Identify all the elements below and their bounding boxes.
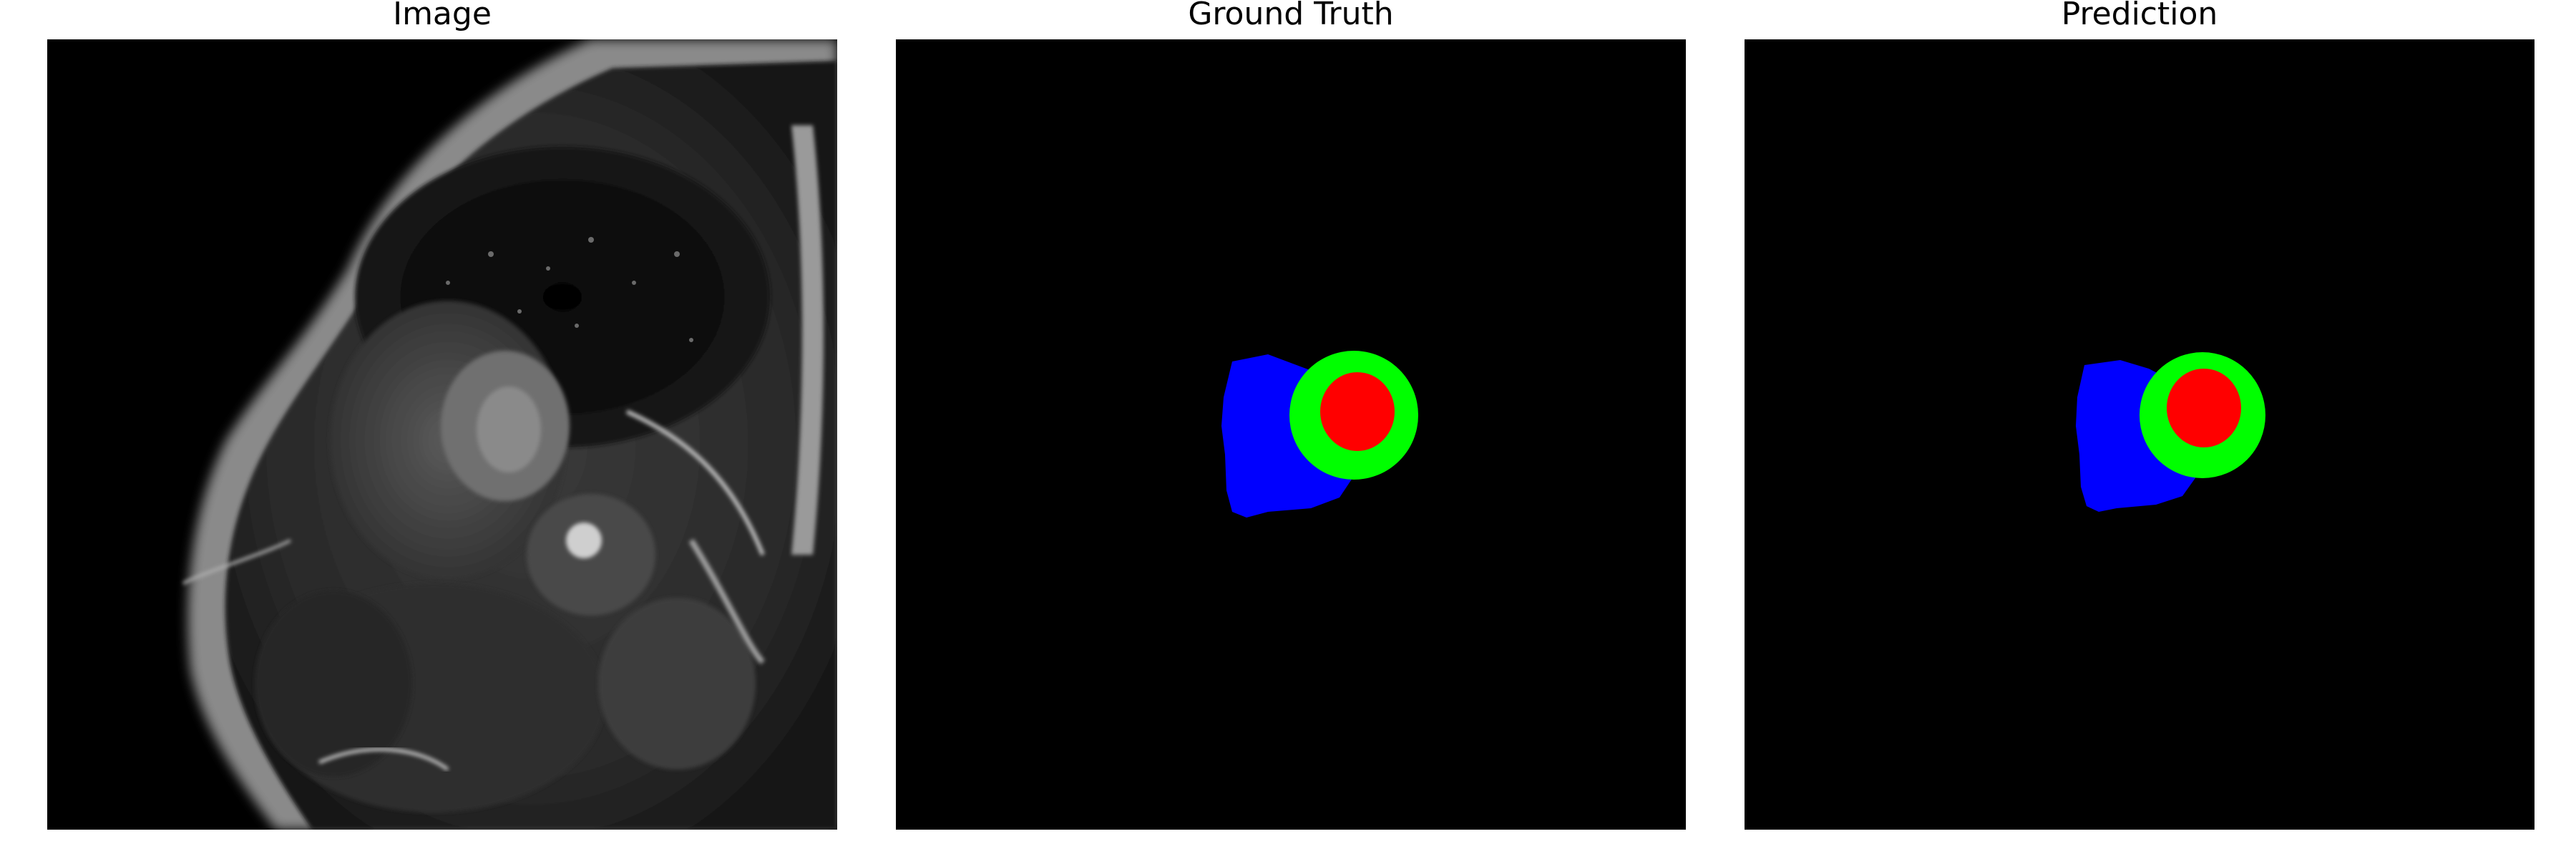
ground-truth-panel-title: Ground Truth	[1188, 0, 1394, 32]
ground-truth-segmentation	[896, 39, 1686, 830]
image-panel-title: Image	[393, 0, 492, 32]
ground-truth-mask	[896, 39, 1686, 830]
gt-class-3-region	[1320, 372, 1395, 451]
prediction-panel-title: Prediction	[2061, 0, 2218, 32]
prediction-mask	[1745, 39, 2534, 830]
pred-class-3-region	[2167, 369, 2241, 447]
mri-scan-drawing	[47, 39, 837, 830]
prediction-panel: Prediction	[1745, 0, 2534, 830]
image-panel: Image	[47, 0, 837, 830]
prediction-segmentation	[1745, 39, 2534, 830]
ground-truth-panel: Ground Truth	[896, 0, 1686, 830]
mri-image	[47, 39, 837, 830]
